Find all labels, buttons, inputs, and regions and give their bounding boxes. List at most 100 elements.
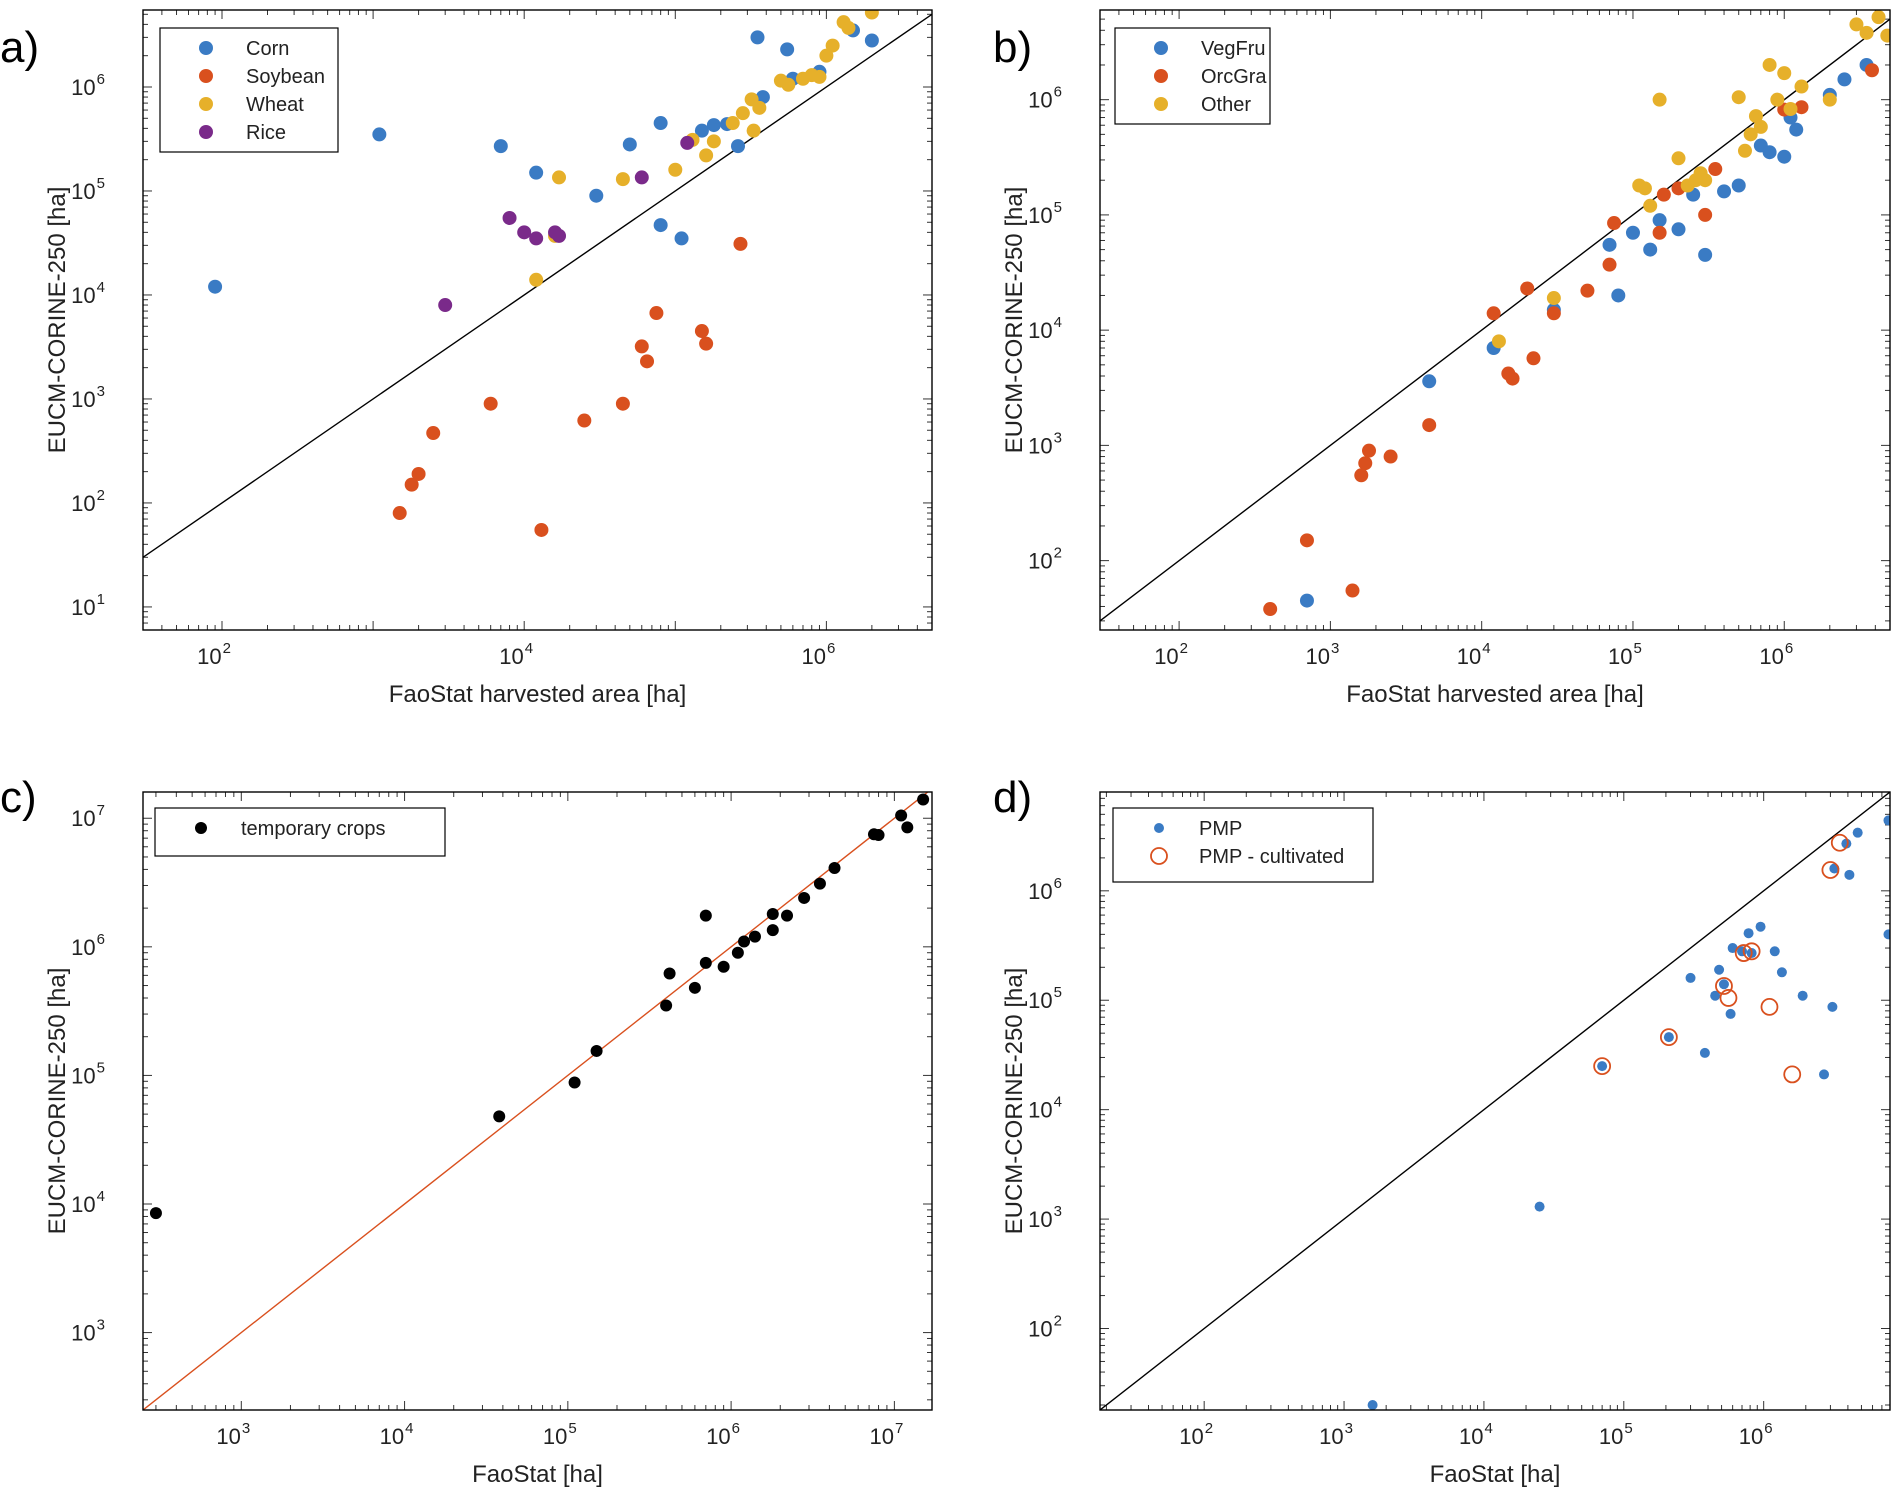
panel-label: d) — [993, 773, 1032, 822]
y-tick-label: 102 — [71, 487, 105, 516]
panel-label: b) — [993, 23, 1032, 72]
data-point — [634, 170, 649, 185]
legend-marker — [1154, 69, 1168, 83]
x-tick-label: 104 — [1457, 640, 1491, 669]
legend-label: OrcGra — [1201, 66, 1267, 88]
y-tick-label: 107 — [71, 802, 105, 831]
data-point — [694, 324, 709, 339]
legend-marker — [195, 822, 207, 834]
x-tick-label: 103 — [1319, 1420, 1353, 1449]
data-point — [529, 165, 544, 180]
data-point — [1546, 306, 1561, 321]
series-orcgra — [1263, 63, 1879, 617]
data-point — [917, 793, 930, 806]
data-point — [699, 909, 712, 922]
data-point — [1663, 1032, 1674, 1043]
x-tick-label: 104 — [380, 1420, 414, 1449]
data-point — [149, 1207, 162, 1220]
data-point — [649, 306, 664, 321]
data-point — [1299, 593, 1314, 608]
data-point — [813, 877, 826, 890]
data-point — [872, 829, 885, 842]
data-point — [1731, 90, 1746, 105]
legend-marker — [199, 41, 213, 55]
y-tick-label: 106 — [1028, 875, 1062, 904]
y-axis-title: EUCM-CORINE-250 [ha] — [44, 968, 71, 1235]
series-vegfru — [1299, 57, 1874, 608]
data-point — [411, 466, 426, 481]
legend: VegFru OrcGra Other — [1114, 27, 1271, 125]
data-point — [735, 106, 750, 121]
data-point — [674, 231, 689, 246]
legend-box — [1112, 807, 1374, 883]
data-point — [590, 1044, 603, 1057]
data-point — [1717, 184, 1732, 199]
data-point — [1762, 145, 1777, 160]
data-point — [1593, 1057, 1612, 1076]
data-point — [1819, 1069, 1830, 1080]
data-point — [781, 77, 796, 92]
data-point — [1505, 371, 1520, 386]
data-point — [668, 162, 683, 177]
data-point — [1656, 187, 1671, 202]
series-rice — [438, 135, 695, 313]
legend-box — [1114, 27, 1271, 125]
data-point — [1354, 468, 1369, 483]
data-point — [1637, 181, 1652, 196]
x-axis-title: FaoStat [ha] — [472, 1461, 603, 1488]
data-point — [552, 228, 567, 243]
data-point — [1821, 861, 1840, 879]
data-point — [825, 38, 840, 53]
legend-label: PMP - cultivated — [1199, 846, 1344, 868]
data-point — [731, 946, 744, 959]
data-point — [1685, 972, 1696, 983]
data-point — [1753, 119, 1768, 134]
data-point — [766, 924, 779, 937]
x-axis-title: FaoStat harvested area [ha] — [1346, 681, 1644, 708]
legend: PMP PMP - cultivated — [1112, 807, 1374, 883]
data-point — [1486, 306, 1501, 321]
data-point — [755, 90, 770, 105]
data-point — [1652, 213, 1667, 228]
x-tick-label: 102 — [197, 640, 231, 669]
data-point — [1844, 869, 1855, 880]
data-point — [1783, 1065, 1802, 1084]
data-point — [1883, 815, 1890, 826]
y-tick-label: 103 — [1028, 1203, 1062, 1232]
data-point — [1770, 92, 1785, 107]
data-point — [706, 118, 721, 133]
data-point — [730, 139, 745, 154]
data-point — [864, 10, 879, 20]
x-axis-title: FaoStat harvested area [ha] — [389, 681, 687, 708]
legend-label: Rice — [246, 122, 286, 144]
data-point — [1734, 944, 1753, 962]
data-point — [1263, 602, 1278, 617]
data-point — [766, 908, 779, 921]
y-tick-label: 105 — [1028, 984, 1062, 1013]
data-point — [372, 127, 387, 142]
data-point — [653, 116, 668, 131]
x-tick-label: 105 — [1608, 640, 1642, 669]
y-axis-title: EUCM-CORINE-250 [ha] — [1001, 968, 1028, 1235]
data-point — [1526, 351, 1541, 366]
data-point — [529, 272, 544, 287]
y-tick-label: 103 — [1028, 429, 1062, 458]
y-tick-label: 102 — [1028, 1313, 1062, 1342]
data-point — [577, 413, 592, 428]
data-point — [1760, 997, 1779, 1016]
legend-label: Wheat — [246, 94, 304, 116]
y-tick-label: 105 — [71, 175, 105, 204]
y-axis-title: EUCM-CORINE-250 [ha] — [44, 187, 71, 454]
data-point — [812, 69, 827, 84]
data-point — [1727, 943, 1738, 954]
data-point — [895, 809, 908, 822]
legend: Corn Soybean Wheat Rice — [159, 27, 339, 153]
data-point — [746, 123, 761, 138]
data-point — [615, 172, 630, 187]
panel-b-chart: b) 102 103 104 105 106 102 103 104 105 106 FaoStat … — [993, 9, 1891, 708]
data-point — [1837, 72, 1852, 87]
data-point — [780, 42, 795, 57]
panel-d-chart: d) 102 103 104 105 106 102 103 104 105 106 FaoStat … — [993, 773, 1891, 1488]
y-tick-label: 104 — [71, 1188, 105, 1217]
data-point — [717, 960, 730, 973]
